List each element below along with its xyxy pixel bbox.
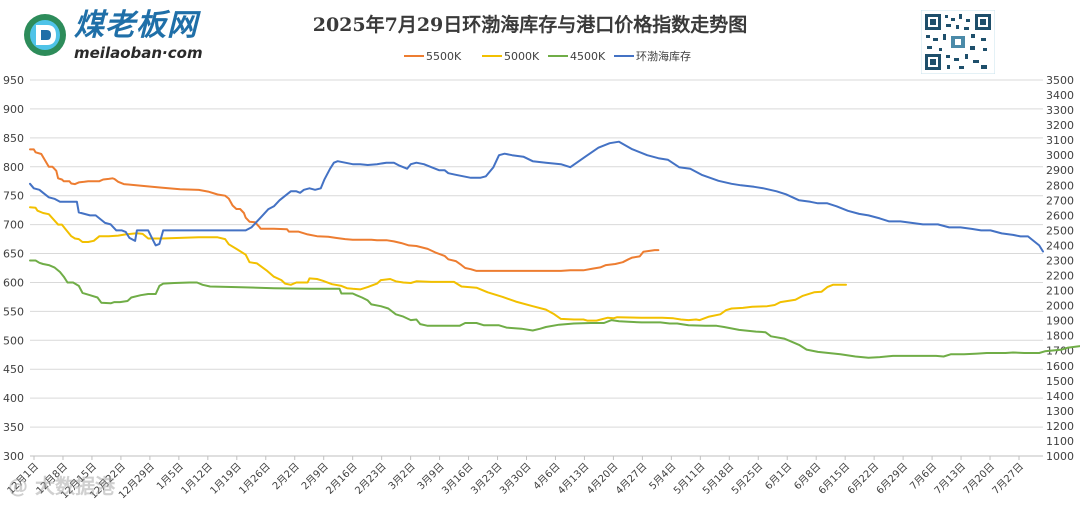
right-axis-tick-label: 1400 [1046, 390, 1074, 403]
qr-code-icon [921, 10, 995, 74]
right-axis-tick-label: 2400 [1046, 239, 1074, 252]
left-axis-tick-label: 300 [3, 450, 24, 463]
x-axis-tick-label: 6月1日 [763, 461, 795, 493]
right-axis-tick-label: 3200 [1046, 119, 1074, 132]
right-axis-tick-label: 1900 [1046, 315, 1074, 328]
watermark: @ 大数据港 [8, 474, 115, 498]
legend-label-5500K: 5500K [426, 50, 462, 63]
legend-label-5000K: 5000K [504, 50, 540, 63]
brand-domain: meilaoban·com [74, 44, 203, 62]
left-axis-tick-label: 850 [3, 132, 24, 145]
right-axis-tick-label: 2100 [1046, 285, 1074, 298]
legend-label-环渤海库存: 环渤海库存 [636, 49, 691, 63]
series-line-5500K [29, 148, 660, 272]
left-axis-tick-label: 750 [3, 190, 24, 203]
logo-mark-icon [24, 14, 66, 56]
right-axis-tick-label: 2300 [1046, 254, 1074, 267]
right-axis-tick-label: 1800 [1046, 330, 1074, 343]
right-axis-tick-label: 2900 [1046, 164, 1074, 177]
left-axis-tick-label: 800 [3, 161, 24, 174]
gridlines [30, 79, 1043, 457]
series-line-环渤海库存 [29, 140, 1044, 253]
right-axis-tick-label: 2200 [1046, 270, 1074, 283]
right-axis-tick-label: 1500 [1046, 375, 1074, 388]
right-axis-tick-label: 1000 [1046, 450, 1074, 463]
x-axis-tick-label: 1月26日 [237, 461, 273, 497]
x-axis-tick-label: 3月2日 [386, 461, 418, 493]
left-axis-tick-label: 600 [3, 276, 24, 289]
right-axis-tick-label: 1200 [1046, 420, 1074, 433]
legend: 5500K 5000K 4500K 环渤海库存 [404, 49, 691, 63]
brand-name: 煤老板网 [74, 8, 198, 43]
left-axis-tick-label: 450 [3, 363, 24, 376]
x-axis-tick-label: 3月30日 [497, 461, 533, 497]
right-axis-tick-label: 2500 [1046, 224, 1074, 237]
right-axis-tick-label: 3500 [1046, 74, 1074, 87]
x-axis-tick-label: 2月23日 [353, 461, 389, 497]
series-line-4500K [29, 259, 1080, 359]
left-axis-tick-label: 400 [3, 392, 24, 405]
right-axis-tick-label: 3100 [1046, 134, 1074, 147]
series-line-5000K [29, 206, 847, 322]
x-axis-tick-label: 4月27日 [613, 461, 649, 497]
x-axis-tick-label: 6月29日 [874, 461, 910, 497]
legend-label-4500K: 4500K [570, 50, 606, 63]
right-axis-tick-label: 2800 [1046, 179, 1074, 192]
right-axis-tick-label: 1100 [1046, 435, 1074, 448]
right-axis-tick-label: 1600 [1046, 360, 1074, 373]
right-axis-tick-label: 2000 [1046, 300, 1074, 313]
right-axis-tick-label: 3000 [1046, 149, 1074, 162]
left-axis-tick-label: 550 [3, 305, 24, 318]
right-axis-tick-label: 3300 [1046, 104, 1074, 117]
left-axis-tick-label: 650 [3, 248, 24, 261]
series-lines [29, 140, 1080, 359]
x-axis-tick-label: 5月25日 [729, 461, 765, 497]
left-axis-tick-label: 950 [3, 74, 24, 87]
brand-logo: 煤老板网 meilaoban·com [22, 8, 252, 64]
x-axis-tick-label: 7月27日 [990, 461, 1026, 497]
right-axis-tick-label: 3400 [1046, 89, 1074, 102]
right-axis-tick-label: 2600 [1046, 209, 1074, 222]
left-axis-tick-label: 500 [3, 334, 24, 347]
right-axis-tick-label: 2700 [1046, 194, 1074, 207]
chart-title: 2025年7月29日环渤海库存与港口价格指数走势图 [312, 14, 748, 36]
left-axis-tick-label: 900 [3, 103, 24, 116]
left-axis-tick-label: 700 [3, 219, 24, 232]
left-axis-tick-label: 350 [3, 421, 24, 434]
right-axis-tick-label: 1300 [1046, 405, 1074, 418]
x-axis-tick-label: 2月2日 [270, 461, 302, 493]
